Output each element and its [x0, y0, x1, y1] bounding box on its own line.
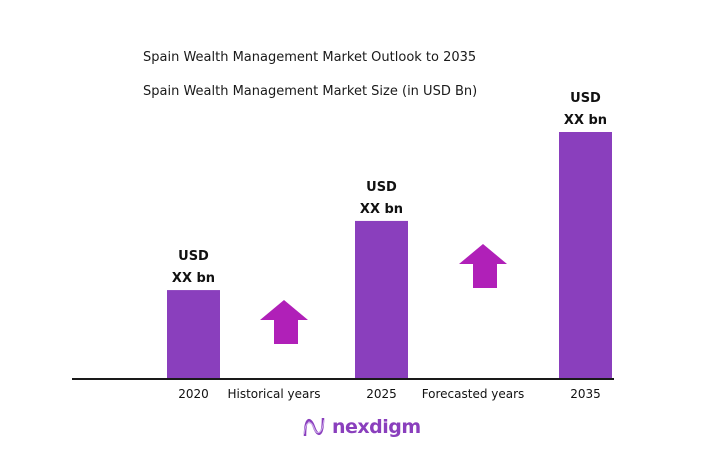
chart-title: Spain Wealth Management Market Outlook t… [143, 50, 477, 65]
data-label: XX bn [360, 202, 403, 217]
up-arrow-icon [260, 300, 308, 344]
period-label: Historical years [227, 387, 320, 401]
data-label: XX bn [172, 271, 215, 286]
data-label: XX bn [564, 113, 607, 128]
x-tick-label: 2025 [366, 387, 397, 401]
bar-2025 [355, 220, 408, 379]
bar-2035 [559, 132, 612, 379]
bar-2020 [167, 290, 220, 379]
chart-subtitle: Spain Wealth Management Market Size (in … [143, 84, 478, 99]
brand-name: nexdigm [332, 416, 421, 438]
nexdigm-logo: nexdigm [302, 414, 421, 440]
data-label: USD [366, 180, 397, 195]
up-arrow-icon [459, 244, 507, 288]
x-tick-label: 2020 [178, 387, 209, 401]
data-label: USD [570, 91, 601, 106]
period-label: Forecasted years [422, 387, 525, 401]
nexdigm-logo-icon [303, 417, 325, 437]
x-tick-label: 2035 [570, 387, 601, 401]
data-label: USD [178, 249, 209, 264]
